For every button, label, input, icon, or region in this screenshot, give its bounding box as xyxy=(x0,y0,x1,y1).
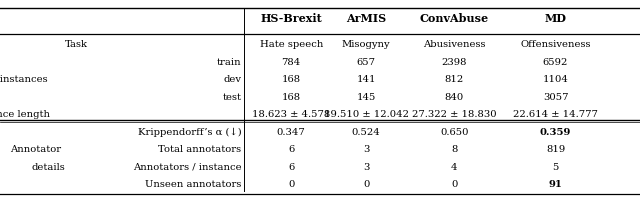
Text: 3057: 3057 xyxy=(543,93,568,102)
Text: ArMIS: ArMIS xyxy=(346,13,386,24)
Text: HS-Brexit: HS-Brexit xyxy=(260,13,322,24)
Text: ConvAbuse: ConvAbuse xyxy=(420,13,489,24)
Text: 812: 812 xyxy=(445,75,464,84)
Text: 6592: 6592 xyxy=(543,58,568,67)
Text: 6: 6 xyxy=(288,145,294,154)
Text: 0.524: 0.524 xyxy=(352,128,380,137)
Text: 0.347: 0.347 xyxy=(277,128,305,137)
Text: 1104: 1104 xyxy=(543,75,568,84)
Text: 840: 840 xyxy=(445,93,464,102)
Text: 0.359: 0.359 xyxy=(540,128,572,137)
Text: details: details xyxy=(31,163,65,172)
Text: 19.510 ± 12.042: 19.510 ± 12.042 xyxy=(324,110,408,119)
Text: 819: 819 xyxy=(546,145,565,154)
Text: 168: 168 xyxy=(282,75,301,84)
Text: 18.623 ± 4.578: 18.623 ± 4.578 xyxy=(252,110,330,119)
Text: 91: 91 xyxy=(548,180,563,189)
Text: Total annotators: Total annotators xyxy=(158,145,241,154)
Text: Annotators / instance: Annotators / instance xyxy=(132,163,241,172)
Text: 0.650: 0.650 xyxy=(440,128,468,137)
Text: Task: Task xyxy=(65,40,88,49)
Text: Annotator: Annotator xyxy=(10,145,61,154)
Text: dev: dev xyxy=(223,75,241,84)
Text: 0: 0 xyxy=(451,180,458,189)
Text: Hate speech: Hate speech xyxy=(259,40,323,49)
Text: train: train xyxy=(217,58,241,67)
Text: 2398: 2398 xyxy=(442,58,467,67)
Text: 5: 5 xyxy=(552,163,559,172)
Text: 0: 0 xyxy=(363,180,369,189)
Text: 8: 8 xyxy=(451,145,458,154)
Text: MD: MD xyxy=(545,13,566,24)
Text: 168: 168 xyxy=(282,93,301,102)
Text: test: test xyxy=(222,93,241,102)
Text: 3: 3 xyxy=(363,145,369,154)
Text: Unseen annotators: Unseen annotators xyxy=(145,180,241,189)
Text: 6: 6 xyxy=(288,163,294,172)
Text: Misogyny: Misogyny xyxy=(342,40,390,49)
Text: Utterance length: Utterance length xyxy=(0,110,50,119)
Text: 3: 3 xyxy=(363,163,369,172)
Text: 784: 784 xyxy=(282,58,301,67)
Text: 0: 0 xyxy=(288,180,294,189)
Text: 27.322 ± 18.830: 27.322 ± 18.830 xyxy=(412,110,497,119)
Text: Offensiveness: Offensiveness xyxy=(520,40,591,49)
Text: 657: 657 xyxy=(356,58,376,67)
Text: 4: 4 xyxy=(451,163,458,172)
Text: No. of instances: No. of instances xyxy=(0,75,47,84)
Text: 145: 145 xyxy=(356,93,376,102)
Text: 22.614 ± 14.777: 22.614 ± 14.777 xyxy=(513,110,598,119)
Text: Krippendorff’s α (↓): Krippendorff’s α (↓) xyxy=(138,128,241,137)
Text: Abusiveness: Abusiveness xyxy=(423,40,486,49)
Text: 141: 141 xyxy=(356,75,376,84)
